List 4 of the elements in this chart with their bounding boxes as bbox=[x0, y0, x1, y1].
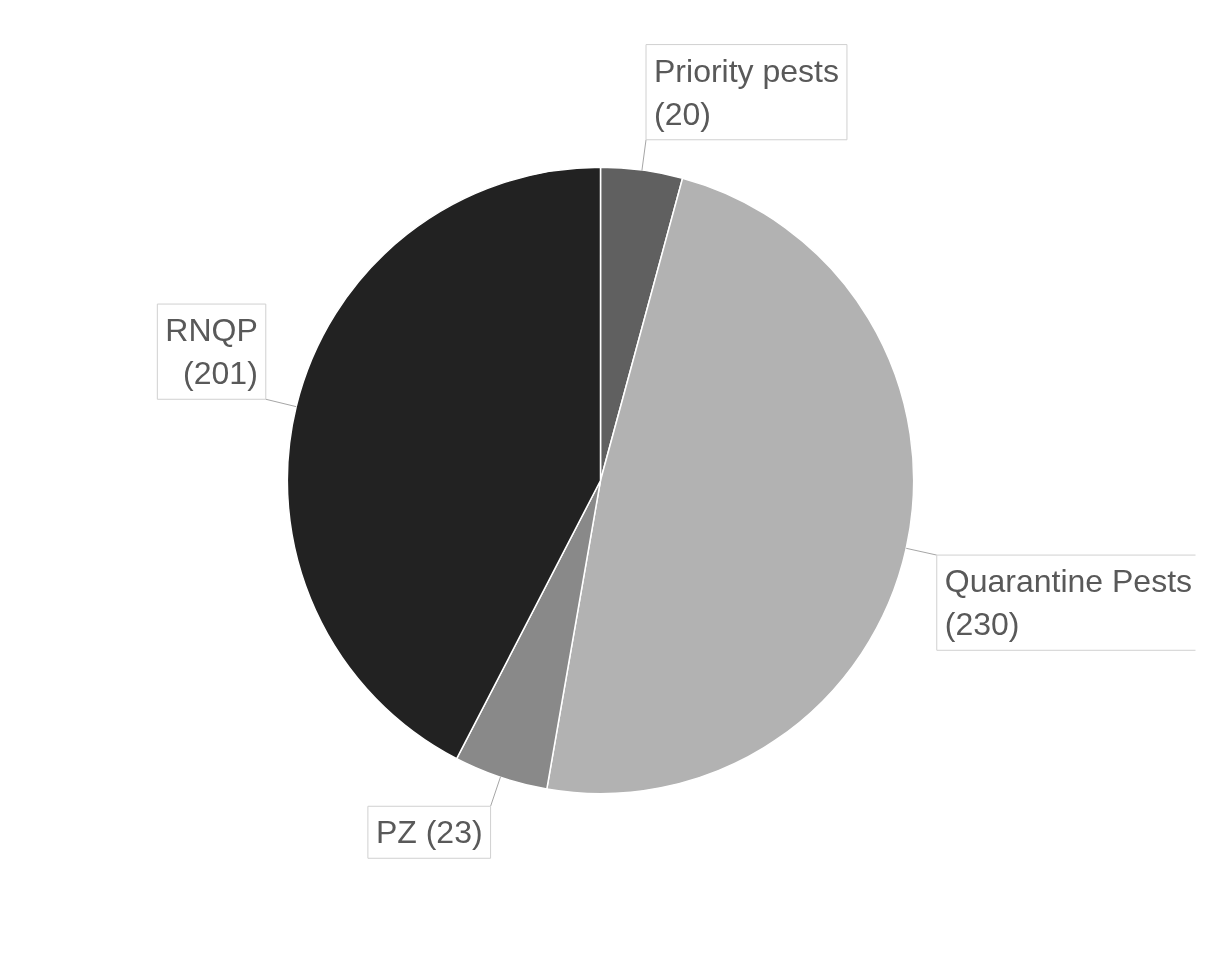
slice-label: PZ (23) bbox=[375, 814, 483, 851]
slice-label: RNQP (201) bbox=[165, 312, 258, 392]
slice-label: Priority pests (20) bbox=[654, 52, 839, 132]
slice-label: Quarantine Pests (230) bbox=[944, 563, 1193, 643]
